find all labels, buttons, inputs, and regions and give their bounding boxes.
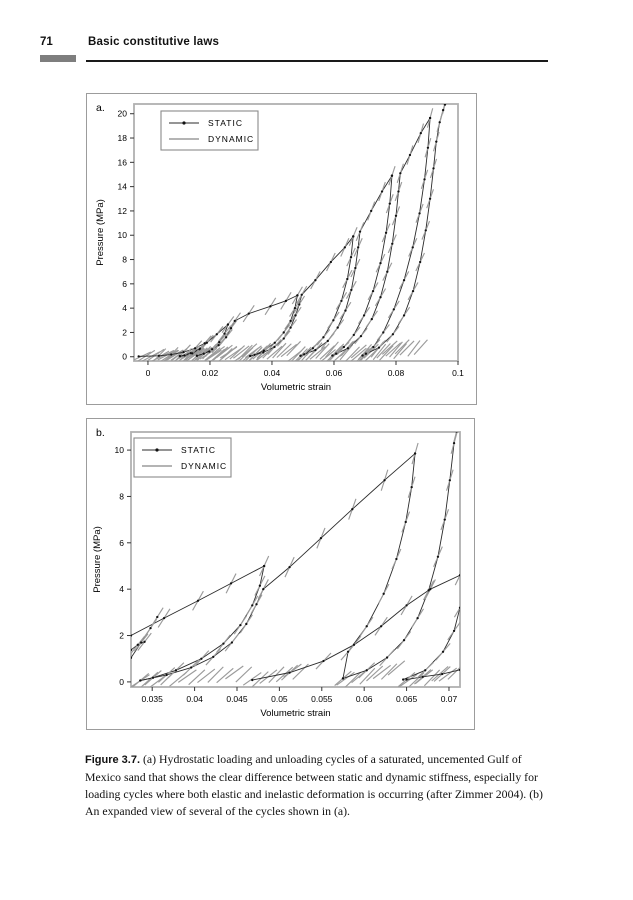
svg-text:0.065: 0.065 — [396, 694, 418, 704]
svg-text:10: 10 — [118, 230, 128, 240]
svg-text:0.07: 0.07 — [441, 694, 458, 704]
chapter-header: Basic constitutive laws — [88, 36, 220, 48]
svg-text:6: 6 — [119, 538, 124, 548]
figure-panel-b: 0.035 0.04 0.045 0.05 0.055 0.06 0.065 0.07 0 2 4 6… — [86, 418, 475, 730]
page-number-bar — [40, 55, 76, 62]
svg-text:b.: b. — [96, 427, 105, 439]
svg-text:2: 2 — [122, 327, 127, 337]
svg-text:Pressure (MPa): Pressure (MPa) — [92, 526, 103, 593]
svg-text:4: 4 — [122, 303, 127, 313]
svg-text:DYNAMIC: DYNAMIC — [181, 461, 227, 471]
svg-text:STATIC: STATIC — [208, 118, 243, 128]
figure-caption-label: Figure 3.7. — [85, 753, 141, 766]
svg-text:0.035: 0.035 — [142, 694, 164, 704]
chart-a-canvas: 0 0.02 0.04 0.06 0.08 0.1 0 2 4 6 8 10 12 14 16 18 20 Vol… — [95, 102, 464, 393]
svg-text:0.04: 0.04 — [264, 368, 281, 378]
svg-text:14: 14 — [118, 182, 128, 192]
svg-text:12: 12 — [118, 206, 128, 216]
header-rule — [86, 60, 548, 63]
svg-text:Pressure (MPa): Pressure (MPa) — [95, 199, 106, 266]
svg-text:0.055: 0.055 — [311, 694, 333, 704]
svg-text:a.: a. — [96, 102, 105, 114]
svg-text:8: 8 — [122, 255, 127, 265]
svg-text:4: 4 — [119, 584, 124, 594]
svg-text:16: 16 — [118, 157, 128, 167]
svg-text:STATIC: STATIC — [181, 445, 216, 455]
svg-text:0.06: 0.06 — [356, 694, 373, 704]
svg-text:0.06: 0.06 — [326, 368, 343, 378]
svg-text:6: 6 — [122, 279, 127, 289]
svg-text:0.045: 0.045 — [226, 694, 248, 704]
svg-text:8: 8 — [119, 491, 124, 501]
svg-text:18: 18 — [118, 133, 128, 143]
svg-text:0: 0 — [146, 368, 151, 378]
svg-text:0: 0 — [122, 352, 127, 362]
svg-text:0.04: 0.04 — [186, 694, 203, 704]
chart-b-canvas: 0.035 0.04 0.045 0.05 0.055 0.06 0.065 0.07 0 2 4 6… — [92, 427, 461, 719]
figure-panel-a: 0 0.02 0.04 0.06 0.08 0.1 0 2 4 6 8 10 12 14 16 18 20 Vol… — [86, 93, 477, 405]
svg-text:20: 20 — [118, 109, 128, 119]
figure-caption-text: (a) Hydrostatic loading and unloading cy… — [85, 751, 543, 818]
svg-text:0.05: 0.05 — [271, 694, 288, 704]
page-number: 71 — [40, 36, 53, 48]
svg-text:2: 2 — [119, 631, 124, 641]
svg-text:0.02: 0.02 — [202, 368, 219, 378]
figure-caption: Figure 3.7. (a) Hydrostatic loading and … — [85, 751, 555, 820]
svg-text:0: 0 — [119, 677, 124, 687]
svg-text:10: 10 — [115, 445, 125, 455]
svg-text:Volumetric strain: Volumetric strain — [260, 708, 330, 719]
svg-text:0.08: 0.08 — [388, 368, 405, 378]
svg-text:0.1: 0.1 — [452, 368, 464, 378]
svg-text:DYNAMIC: DYNAMIC — [208, 134, 254, 144]
svg-text:Volumetric strain: Volumetric strain — [261, 382, 331, 393]
